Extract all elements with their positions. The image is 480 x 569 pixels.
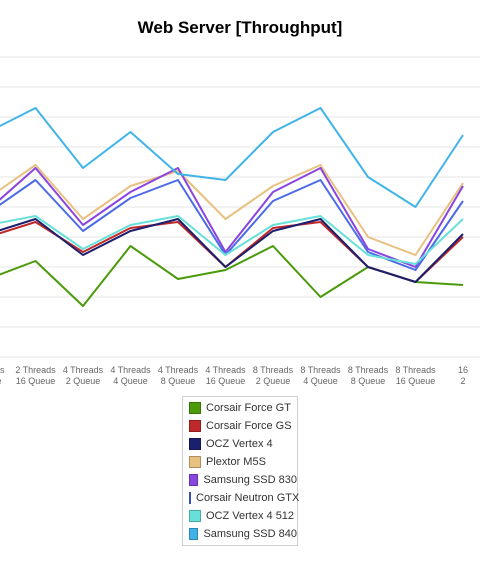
x-tick-label: 16 Queue <box>396 376 436 386</box>
series-line-ocz-vertex-4 <box>0 218 464 283</box>
x-tick-label: 8 Queue <box>161 376 196 386</box>
x-tick-label: 4 Threads <box>110 365 151 375</box>
x-tick-label: 4 Threads <box>205 365 246 375</box>
legend-label: OCZ Vertex 4 512 <box>206 510 295 522</box>
x-tick-label: Queue <box>0 376 2 386</box>
legend-swatch <box>189 438 201 450</box>
x-tick-label: 4 Queue <box>303 376 338 386</box>
legend-label: Corsair Force GT <box>206 402 291 414</box>
legend-swatch <box>189 474 199 486</box>
series-line-ocz-vertex-4-512 <box>0 215 464 265</box>
series-line-samsung-ssd-840 <box>0 107 464 208</box>
x-tick-label: 8 Threads <box>395 365 436 375</box>
legend-swatch <box>189 492 191 504</box>
legend-item: OCZ Vertex 4 512 <box>183 507 297 525</box>
legend-label: Corsair Neutron GTX <box>196 492 300 504</box>
legend-swatch <box>189 456 201 468</box>
legend-label: Samsung SSD 830 <box>203 474 297 486</box>
legend-item: Corsair Force GT <box>183 399 297 417</box>
legend-item: Plextor M5S <box>183 453 297 471</box>
legend-swatch <box>189 420 201 432</box>
legend-swatch <box>189 510 201 522</box>
x-tick-label: 2 Queue <box>256 376 291 386</box>
chart-title: Web Server [Throughput] <box>137 18 343 37</box>
legend-item: OCZ Vertex 4 <box>183 435 297 453</box>
x-tick-label: 2 <box>460 376 465 386</box>
x-tick-label: Threads <box>0 365 5 375</box>
x-tick-label: 16 <box>458 365 468 375</box>
x-tick-label: 16 Queue <box>206 376 246 386</box>
legend-item: Corsair Neutron GTX <box>183 489 300 507</box>
legend: Corsair Force GT Corsair Force GS OCZ Vert… <box>182 396 300 546</box>
legend-label: Corsair Force GS <box>206 420 292 432</box>
x-tick-label: 16 Queue <box>16 376 56 386</box>
x-tick-label: 2 Queue <box>66 376 101 386</box>
x-tick-label: 8 Threads <box>253 365 294 375</box>
legend-label: Samsung SSD 840 <box>203 528 297 540</box>
x-tick-label: 2 Threads <box>15 365 56 375</box>
x-tick-label: 4 Threads <box>158 365 199 375</box>
series-line-samsung-ssd-830 <box>0 167 464 268</box>
legend-swatch <box>189 528 199 540</box>
x-tick-label: 4 Queue <box>113 376 148 386</box>
x-tick-label: 8 Queue <box>351 376 386 386</box>
series-line-plextor-m5s <box>0 164 464 256</box>
gridlines <box>0 56 480 358</box>
x-tick-label: 8 Threads <box>300 365 341 375</box>
legend-swatch <box>189 402 201 414</box>
series-lines <box>0 107 464 307</box>
x-tick-label: 8 Threads <box>348 365 389 375</box>
legend-item: Samsung SSD 840 <box>183 525 297 543</box>
legend-item: Samsung SSD 830 <box>183 471 297 489</box>
x-tick-label: 4 Threads <box>63 365 104 375</box>
legend-label: Plextor M5S <box>206 456 266 468</box>
legend-label: OCZ Vertex 4 <box>206 438 273 450</box>
legend-item: Corsair Force GS <box>183 417 297 435</box>
